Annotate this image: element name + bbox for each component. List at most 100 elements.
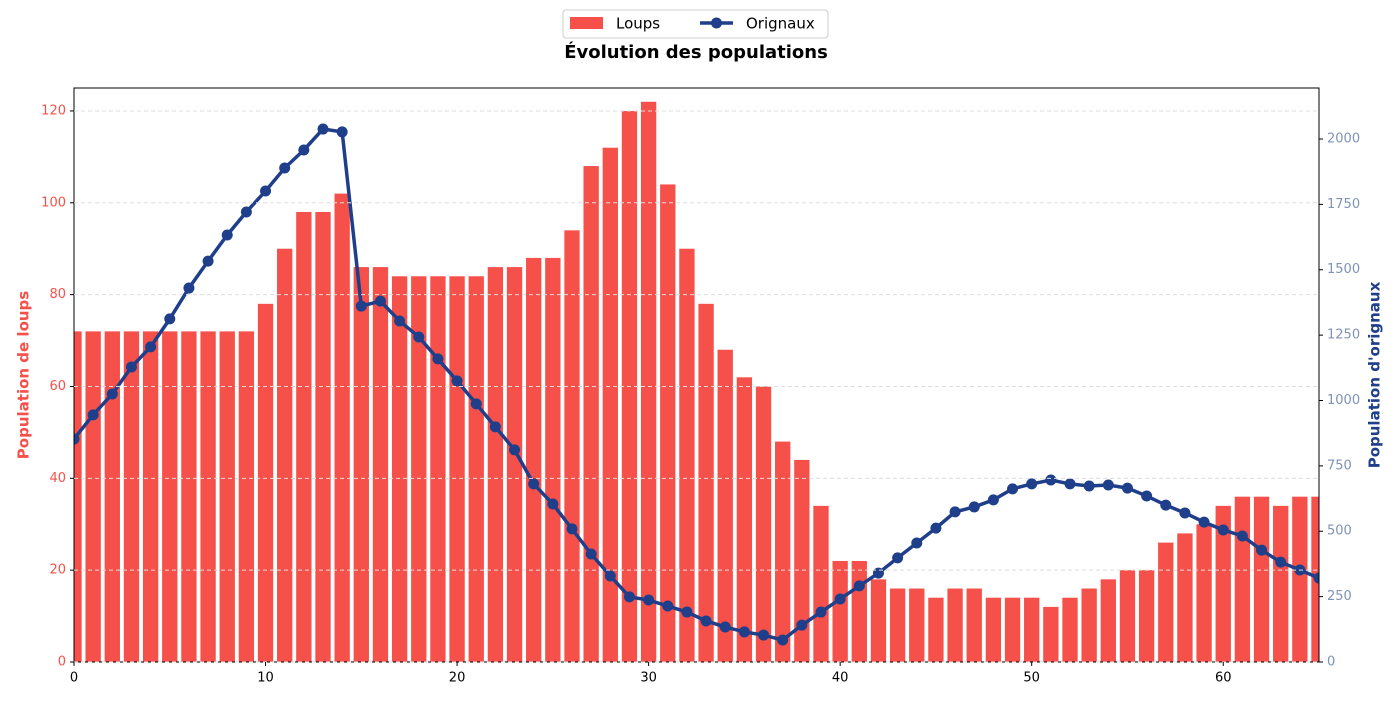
bar	[353, 267, 369, 662]
bar	[238, 331, 255, 662]
bar	[391, 276, 408, 662]
point	[949, 506, 961, 518]
legend-marker	[711, 17, 722, 29]
point	[585, 548, 597, 560]
point	[1121, 482, 1133, 494]
bar	[1273, 505, 1289, 662]
bar	[1081, 588, 1097, 662]
bar	[985, 597, 1002, 662]
point	[777, 634, 789, 646]
x-tick-label: 50	[1023, 671, 1040, 686]
point	[815, 606, 827, 618]
y2-tick-label: 0	[1327, 655, 1335, 670]
bar	[947, 588, 963, 662]
plot-area	[74, 101, 1319, 662]
x-tick-label: 30	[640, 671, 657, 686]
point	[374, 295, 386, 307]
point	[432, 353, 444, 365]
point	[719, 621, 731, 633]
bar	[1253, 496, 1270, 662]
bar	[1100, 579, 1116, 662]
y-tick-label: 100	[41, 195, 66, 210]
bar	[277, 248, 293, 662]
bar	[660, 184, 676, 662]
x-tick-label: 10	[257, 671, 274, 686]
point	[1160, 499, 1172, 511]
y-axis-label: Population de loups	[15, 291, 33, 459]
point	[1236, 530, 1248, 542]
y2-tick-label: 250	[1327, 589, 1352, 604]
y-tick-label: 20	[49, 563, 66, 578]
bar	[1138, 570, 1155, 662]
point	[509, 444, 521, 456]
point	[202, 255, 214, 267]
point	[911, 537, 923, 549]
point	[1313, 572, 1319, 584]
point	[355, 300, 367, 312]
y-tick-label: 120	[41, 103, 66, 118]
bar	[315, 211, 331, 662]
bar	[296, 211, 312, 662]
y2-tick-label: 1250	[1327, 328, 1360, 343]
point	[566, 523, 578, 535]
y2-tick-label: 500	[1327, 524, 1352, 539]
point	[662, 600, 674, 612]
bar	[162, 331, 178, 662]
point	[74, 433, 80, 445]
bar	[1196, 524, 1212, 662]
bar	[640, 101, 657, 662]
point	[451, 375, 463, 387]
point	[87, 409, 99, 421]
point	[758, 629, 770, 641]
bar	[430, 276, 446, 662]
y2-tick-label: 1000	[1327, 393, 1360, 408]
bar	[257, 303, 274, 662]
y-tick-label: 40	[49, 471, 66, 486]
point	[413, 331, 425, 343]
bar	[909, 588, 925, 662]
point	[1141, 490, 1153, 502]
point	[968, 501, 980, 513]
bar	[1215, 505, 1231, 662]
point	[547, 498, 559, 510]
point	[489, 421, 501, 433]
bar	[372, 267, 389, 662]
point	[987, 494, 999, 506]
bar	[583, 166, 599, 662]
y-tick-label: 80	[49, 287, 66, 302]
point	[1179, 507, 1191, 519]
y2-tick-label: 2000	[1327, 131, 1360, 146]
bar	[1119, 570, 1136, 662]
bar	[698, 303, 714, 662]
point	[604, 570, 616, 582]
point	[240, 206, 252, 218]
point	[681, 606, 693, 618]
bar	[506, 267, 523, 662]
point	[279, 162, 291, 174]
y-tick-label: 0	[58, 655, 66, 670]
bar	[468, 276, 484, 662]
point	[1275, 556, 1287, 568]
bar	[334, 193, 350, 662]
bar	[889, 588, 906, 662]
bar	[602, 147, 618, 662]
y2-tick-label: 750	[1327, 458, 1352, 473]
bar	[219, 331, 235, 662]
bar	[1062, 597, 1078, 662]
bar	[449, 276, 465, 662]
point	[1256, 544, 1268, 556]
point	[930, 522, 942, 534]
point	[892, 552, 904, 564]
bar	[794, 459, 810, 662]
chart-title: Évolution des populations	[564, 41, 828, 63]
bar	[123, 331, 140, 662]
point	[145, 341, 157, 353]
point	[643, 594, 655, 606]
bar	[851, 560, 867, 662]
point	[106, 388, 118, 400]
point	[164, 313, 176, 325]
y2-tick-label: 1750	[1327, 197, 1360, 212]
bar	[870, 579, 887, 662]
bar	[1234, 496, 1251, 662]
